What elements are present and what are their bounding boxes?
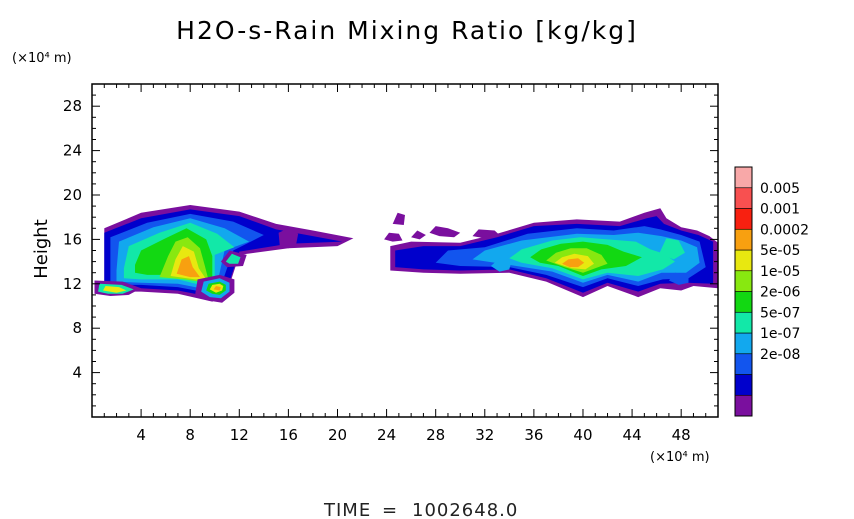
contour-region [213, 286, 221, 291]
chart-title: H2O-s-Rain Mixing Ratio [kg/kg] [176, 16, 638, 45]
x-tick-label: 32 [475, 426, 494, 444]
legend-swatch [734, 228, 753, 251]
contour-regions [94, 205, 718, 303]
contour-region [278, 228, 299, 249]
legend: 0.005 0.001 0.0002 5e-05 1e-05 2e-06 5e-07 1e-0… [734, 166, 809, 417]
legend-label: 1e-05 [760, 264, 800, 280]
y-tick-label: 8 [72, 319, 82, 337]
legend-label: 0.005 [760, 181, 800, 197]
legend-swatch [734, 208, 753, 230]
legend-swatch [734, 187, 753, 209]
y-tick-label: 28 [63, 97, 82, 115]
x-tick-label: 16 [279, 426, 298, 444]
y-axis-label: Height [31, 219, 52, 279]
x-tick-label: 4 [136, 426, 146, 444]
legend-label: 2e-06 [760, 285, 800, 301]
legend-swatch [734, 394, 753, 417]
legend-label: 2e-08 [760, 347, 800, 363]
contour-region [176, 256, 200, 278]
legend-swatch [734, 332, 753, 355]
y-tick-label: 20 [63, 186, 82, 204]
legend-label: 5e-07 [760, 305, 800, 321]
contour-region [103, 286, 127, 293]
legend-swatch [734, 249, 753, 272]
legend-label: 5e-05 [760, 243, 800, 259]
y-axis: 4 8 12 16 20 24 28 [63, 94, 718, 407]
time-value: 1002648.0 [412, 500, 518, 519]
time-label: TIME [323, 500, 371, 519]
legend-label: 1e-07 [760, 326, 800, 342]
legend-label: 0.0002 [760, 222, 809, 238]
contour-region [411, 230, 426, 240]
x-tick-label: 24 [377, 426, 396, 444]
legend-label: 0.001 [760, 202, 800, 218]
y-tick-label: 12 [63, 275, 82, 293]
contour-region [490, 258, 512, 272]
x-tick-label: 12 [230, 426, 249, 444]
legend-swatch [734, 374, 753, 396]
legend-swatch [734, 291, 753, 313]
legend-swatch [734, 270, 753, 292]
contour-region [225, 253, 241, 264]
x-tick-label: 28 [426, 426, 445, 444]
y-axis-unit: (×10⁴ m) [12, 51, 72, 66]
x-tick-label: 40 [573, 426, 592, 444]
legend-swatch [734, 166, 753, 189]
legend-swatch [734, 353, 753, 375]
contour-region [668, 272, 689, 285]
time-equals: = [382, 500, 398, 519]
y-tick-label: 24 [63, 142, 82, 160]
contour-region [384, 232, 403, 242]
y-tick-label: 16 [63, 230, 82, 248]
x-tick-label: 44 [623, 426, 642, 444]
x-axis-unit: (×10⁴ m) [650, 450, 710, 465]
x-axis: 4 8 12 16 20 24 28 32 36 40 44 48 [103, 84, 707, 444]
x-tick-label: 20 [328, 426, 347, 444]
legend-swatch [734, 311, 753, 334]
y-tick-label: 4 [72, 364, 82, 382]
x-tick-label: 36 [524, 426, 543, 444]
contour-region [429, 226, 461, 238]
contour-region [659, 238, 685, 260]
x-tick-label: 48 [672, 426, 691, 444]
x-tick-label: 8 [185, 426, 195, 444]
contour-region [562, 258, 585, 268]
contour-region [392, 212, 405, 225]
